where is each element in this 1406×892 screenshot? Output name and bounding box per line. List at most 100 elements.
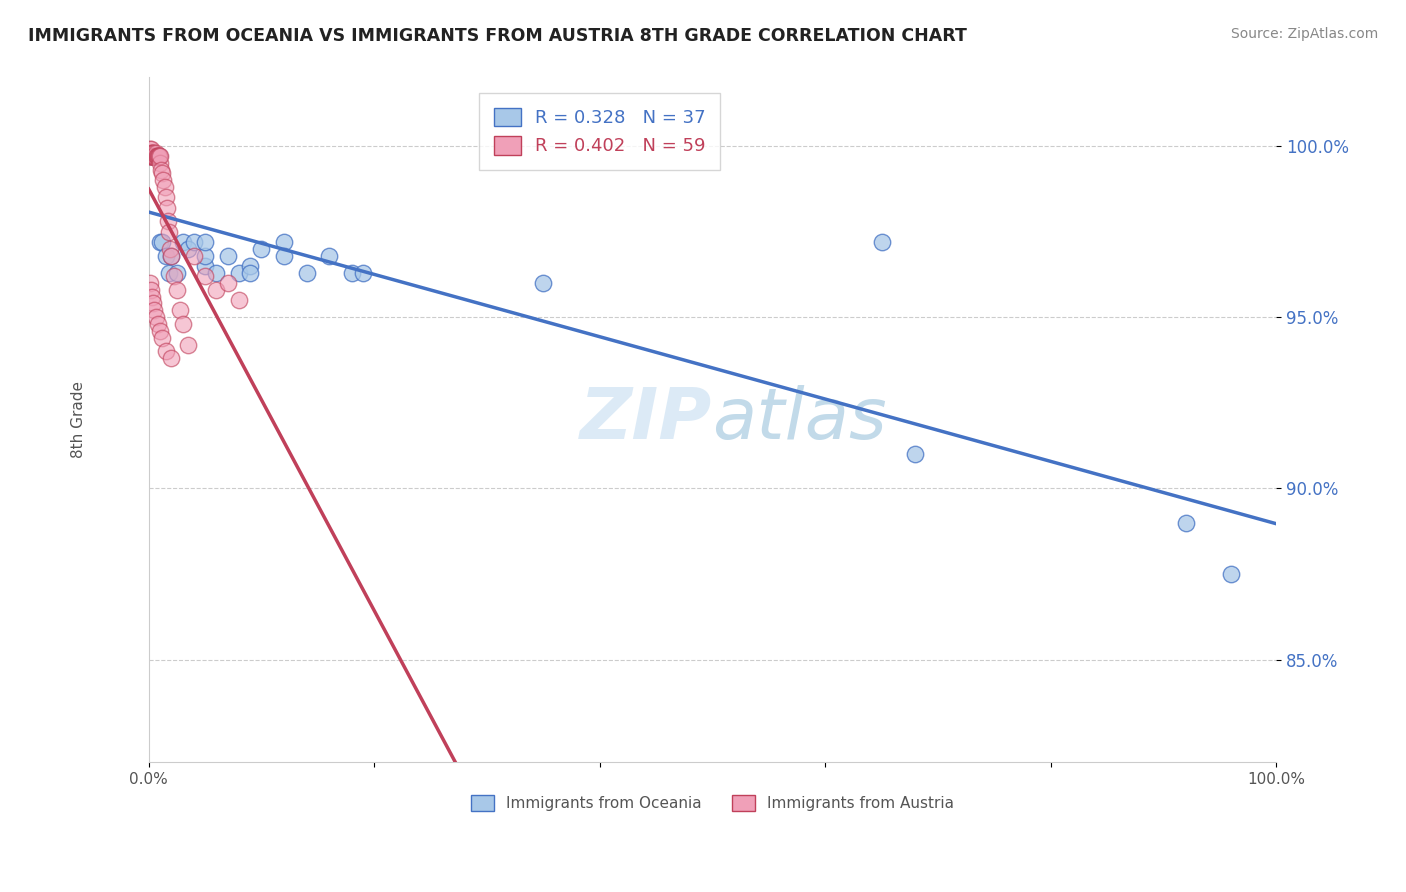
Point [156,214,179,228]
Point [150,166,173,180]
Point [155,344,177,359]
Point [139,149,162,163]
Y-axis label: 8th Grade: 8th Grade [72,382,86,458]
Point [150,235,173,249]
Point [177,242,200,256]
Point [148,149,170,163]
Point [141,149,163,163]
Point [150,162,173,177]
Point [139,276,162,290]
Point [904,447,927,461]
Point [169,303,191,318]
Point [142,149,165,163]
Point [166,283,188,297]
Point [145,149,167,163]
Point [148,149,170,163]
Point [150,331,173,345]
Point [157,266,180,280]
Point [141,145,163,160]
Point [139,283,162,297]
Point [139,149,162,163]
Text: ZIP: ZIP [581,385,713,454]
Point [250,242,273,256]
Point [146,317,169,331]
Text: atlas: atlas [713,385,887,454]
Point [155,248,177,262]
Point [228,266,250,280]
Point [146,149,169,163]
Point [145,149,167,163]
Point [194,259,217,273]
Point [205,283,228,297]
Point [194,269,217,284]
Point [145,149,167,163]
Point [148,149,170,163]
Point [159,242,181,256]
Point [194,235,217,249]
Point [160,351,183,366]
Point [531,276,554,290]
Point [183,248,205,262]
Point [1174,516,1197,530]
Point [141,290,163,304]
Point [155,190,177,204]
Point [143,145,166,160]
Point [228,293,250,307]
Point [143,149,166,163]
Point [239,266,262,280]
Point [139,142,162,156]
Point [139,149,162,163]
Point [273,248,295,262]
Point [239,259,262,273]
Point [172,317,194,331]
Point [217,248,239,262]
Point [142,296,165,310]
Point [142,149,165,163]
Point [146,149,169,163]
Point [870,235,893,249]
Point [156,201,179,215]
Point [205,266,228,280]
Point [149,324,172,338]
Point [152,173,174,187]
Point [157,225,180,239]
Text: IMMIGRANTS FROM OCEANIA VS IMMIGRANTS FROM AUSTRIA 8TH GRADE CORRELATION CHART: IMMIGRANTS FROM OCEANIA VS IMMIGRANTS FR… [28,27,967,45]
Point [139,142,162,156]
Point [141,145,163,160]
Point [162,269,184,284]
Point [295,266,318,280]
Point [149,149,172,163]
Point [160,248,183,262]
Point [139,149,162,163]
Point [139,145,162,160]
Point [217,276,239,290]
Point [145,149,167,163]
Point [141,149,163,163]
Point [1220,567,1243,582]
Point [352,266,374,280]
Point [141,149,163,163]
Point [166,266,188,280]
Point [149,156,172,170]
Point [143,149,166,163]
Text: Source: ZipAtlas.com: Source: ZipAtlas.com [1230,27,1378,41]
Point [142,145,165,160]
Point [143,149,166,163]
Point [177,337,200,351]
Point [153,180,176,194]
Point [146,149,169,163]
Point [145,145,167,160]
Legend: Immigrants from Oceania, Immigrants from Austria: Immigrants from Oceania, Immigrants from… [458,783,966,823]
Point [273,235,295,249]
Point [142,145,165,160]
Point [139,145,162,160]
Point [160,248,183,262]
Point [143,303,166,318]
Point [318,248,340,262]
Point [149,235,172,249]
Point [183,235,205,249]
Point [340,266,363,280]
Point [139,149,162,163]
Point [145,310,167,325]
Point [145,149,167,163]
